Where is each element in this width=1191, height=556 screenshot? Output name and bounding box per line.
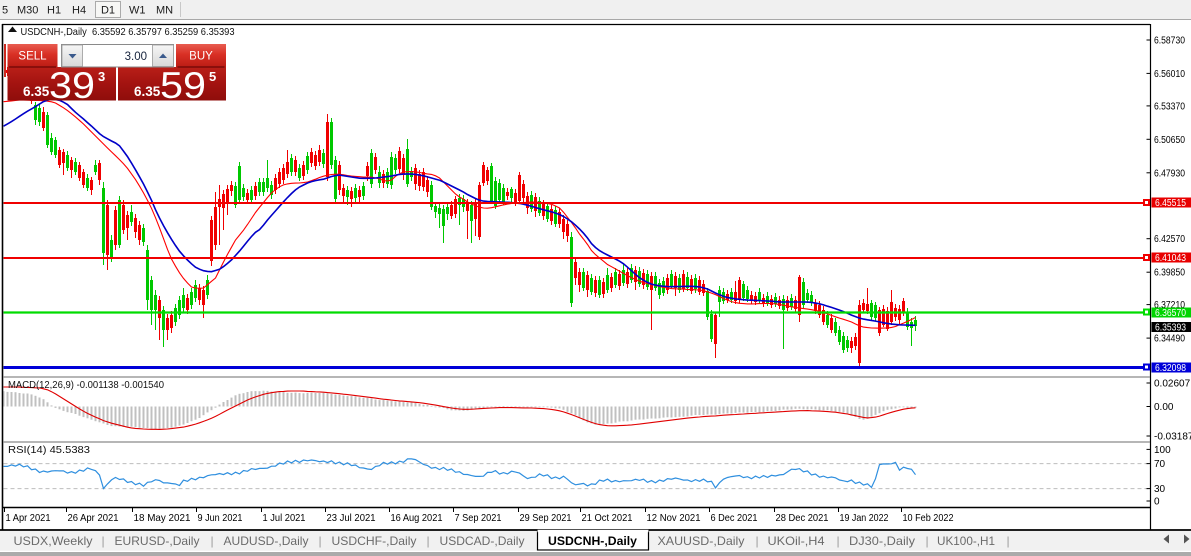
svg-text:6.58730: 6.58730	[1154, 36, 1185, 47]
svg-text:59: 59	[160, 65, 206, 106]
svg-text:3: 3	[98, 69, 105, 84]
svg-text:6.39850: 6.39850	[1154, 268, 1185, 279]
svg-text:H4: H4	[72, 5, 86, 17]
svg-text:16 Aug 2021: 16 Aug 2021	[391, 512, 443, 524]
svg-text:RSI(14) 45.5383: RSI(14) 45.5383	[8, 444, 90, 456]
svg-text:5: 5	[2, 5, 8, 17]
svg-text:|: |	[1006, 534, 1009, 548]
svg-text:USDCNH-,Daily 6.35592 6.35797: USDCNH-,Daily 6.35592 6.35797 6.35259 6.…	[21, 26, 235, 38]
svg-text:70: 70	[1154, 459, 1166, 470]
svg-text:26 Apr 2021: 26 Apr 2021	[68, 512, 119, 524]
svg-text:D1: D1	[101, 5, 115, 17]
svg-text:H1: H1	[47, 5, 61, 17]
svg-text:EURUSD-,Daily: EURUSD-,Daily	[115, 534, 200, 548]
svg-text:6.47930: 6.47930	[1154, 168, 1185, 179]
svg-text:|: |	[925, 534, 928, 548]
svg-text:23 Jul 2021: 23 Jul 2021	[327, 512, 376, 524]
svg-text:6.53370: 6.53370	[1154, 101, 1185, 112]
svg-text:DJ30-,Daily: DJ30-,Daily	[849, 534, 915, 548]
svg-text:AUDUSD-,Daily: AUDUSD-,Daily	[224, 534, 309, 548]
svg-text:|: |	[755, 534, 758, 548]
svg-text:6.37210: 6.37210	[1154, 300, 1185, 311]
svg-text:6.41043: 6.41043	[1155, 253, 1186, 264]
svg-text:1 Jul 2021: 1 Jul 2021	[263, 512, 306, 524]
svg-text:USDCAD-,Daily: USDCAD-,Daily	[440, 534, 525, 548]
svg-text:-0.03187: -0.03187	[1154, 432, 1191, 443]
svg-text:6.42570: 6.42570	[1154, 234, 1185, 245]
svg-text:6 Dec 2021: 6 Dec 2021	[711, 512, 758, 524]
svg-text:MN: MN	[156, 5, 173, 17]
svg-text:|: |	[426, 534, 429, 548]
svg-text:19 Jan 2022: 19 Jan 2022	[840, 512, 889, 524]
svg-text:12 Nov 2021: 12 Nov 2021	[647, 512, 701, 524]
svg-text:|: |	[101, 534, 104, 548]
svg-text:XAUUSD-,Daily: XAUUSD-,Daily	[658, 534, 745, 548]
svg-text:MACD(12,26,9) -0.001138 -0.001: MACD(12,26,9) -0.001138 -0.001540	[8, 379, 164, 391]
svg-text:0.00: 0.00	[1154, 402, 1174, 413]
svg-text:USDCHF-,Daily: USDCHF-,Daily	[332, 534, 417, 548]
svg-text:6.34490: 6.34490	[1154, 334, 1185, 345]
svg-text:100: 100	[1154, 445, 1171, 456]
svg-text:7 Sep 2021: 7 Sep 2021	[455, 512, 502, 524]
svg-text:W1: W1	[129, 5, 146, 17]
svg-text:M30: M30	[17, 5, 38, 17]
svg-text:29 Sep 2021: 29 Sep 2021	[520, 512, 572, 524]
svg-text:6.50650: 6.50650	[1154, 135, 1185, 146]
svg-text:|: |	[836, 534, 839, 548]
svg-text:21 Oct 2021: 21 Oct 2021	[582, 512, 633, 524]
svg-text:9 Jun 2021: 9 Jun 2021	[198, 512, 243, 524]
svg-text:6.35: 6.35	[134, 84, 161, 99]
svg-text:USDCNH-,Daily: USDCNH-,Daily	[548, 534, 637, 548]
svg-text:|: |	[210, 534, 213, 548]
svg-text:30: 30	[1154, 484, 1166, 495]
svg-text:6.36570: 6.36570	[1155, 308, 1186, 319]
svg-text:UKOil-,H4: UKOil-,H4	[768, 534, 825, 548]
svg-text:6.32098: 6.32098	[1155, 363, 1186, 374]
svg-text:6.35: 6.35	[23, 84, 50, 99]
svg-text:0.02607: 0.02607	[1154, 379, 1191, 390]
svg-text:10 Feb 2022: 10 Feb 2022	[903, 512, 954, 524]
svg-text:3.00: 3.00	[125, 51, 147, 63]
svg-text:39: 39	[49, 65, 95, 106]
svg-text:6.35393: 6.35393	[1155, 323, 1186, 334]
svg-text:6.56010: 6.56010	[1154, 69, 1185, 80]
svg-text:USDX,Weekly: USDX,Weekly	[14, 534, 93, 548]
svg-text:BUY: BUY	[189, 51, 213, 63]
svg-text:UK100-,H1: UK100-,H1	[937, 534, 995, 548]
svg-text:5: 5	[209, 69, 216, 84]
svg-text:18 May 2021: 18 May 2021	[134, 512, 191, 524]
svg-text:0: 0	[1154, 497, 1160, 508]
svg-text:28 Dec 2021: 28 Dec 2021	[776, 512, 829, 524]
svg-text:6.45515: 6.45515	[1155, 198, 1186, 209]
svg-text:SELL: SELL	[18, 51, 47, 63]
svg-text:|: |	[318, 534, 321, 548]
svg-text:1 Apr 2021: 1 Apr 2021	[6, 512, 51, 524]
